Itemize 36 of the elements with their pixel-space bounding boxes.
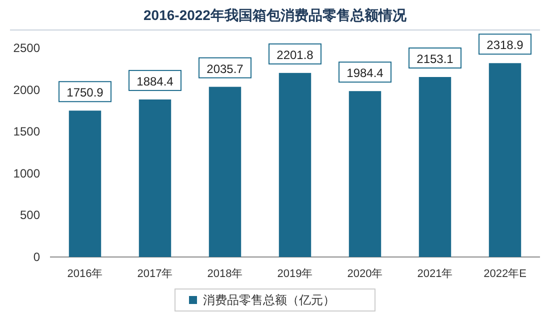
bar: [348, 91, 382, 257]
bar: [278, 72, 312, 257]
bar: 2201.8: [268, 43, 322, 257]
y-tick-label: 2500: [13, 41, 40, 55]
data-label: 2201.8: [276, 48, 314, 62]
y-tick-label: 2000: [13, 82, 40, 97]
bar: 2035.7: [198, 57, 252, 257]
bar: [488, 63, 522, 257]
y-tick-label: 1500: [13, 124, 40, 139]
bar: [418, 77, 452, 257]
bar: 1984.4: [338, 62, 392, 257]
bar: 2318.9: [478, 34, 532, 257]
data-label: 2318.9: [486, 38, 524, 52]
x-tick-label: 2017年: [137, 268, 173, 280]
data-label: 2153.1: [416, 52, 454, 66]
bar: 1884.4: [128, 70, 182, 257]
bar: 2153.1: [408, 48, 462, 257]
data-label: 1884.4: [136, 74, 174, 88]
bar: [68, 110, 102, 257]
x-tick-label: 2021年: [417, 268, 453, 280]
x-tick-label: 2019年: [277, 268, 313, 280]
legend-label: 消费品零售总额（亿元）: [203, 293, 335, 307]
data-label: 1984.4: [346, 66, 384, 80]
x-tick-label: 2020年: [347, 268, 383, 280]
y-tick-label: 500: [20, 208, 40, 222]
bar: 1750.9: [58, 81, 112, 257]
x-tick-label: 2022年E: [484, 268, 526, 280]
chart-title: 2016-2022年我国箱包消费品零售总额情况: [144, 7, 408, 23]
x-tick-label: 2016年: [67, 268, 103, 280]
data-label: 1750.9: [66, 86, 104, 100]
bar: [208, 86, 242, 257]
data-label: 2035.7: [206, 62, 244, 76]
y-tick-label: 1000: [13, 166, 40, 180]
bar: [138, 99, 172, 257]
y-tick-label: 0: [33, 250, 40, 264]
x-tick-label: 2018年: [207, 268, 243, 280]
